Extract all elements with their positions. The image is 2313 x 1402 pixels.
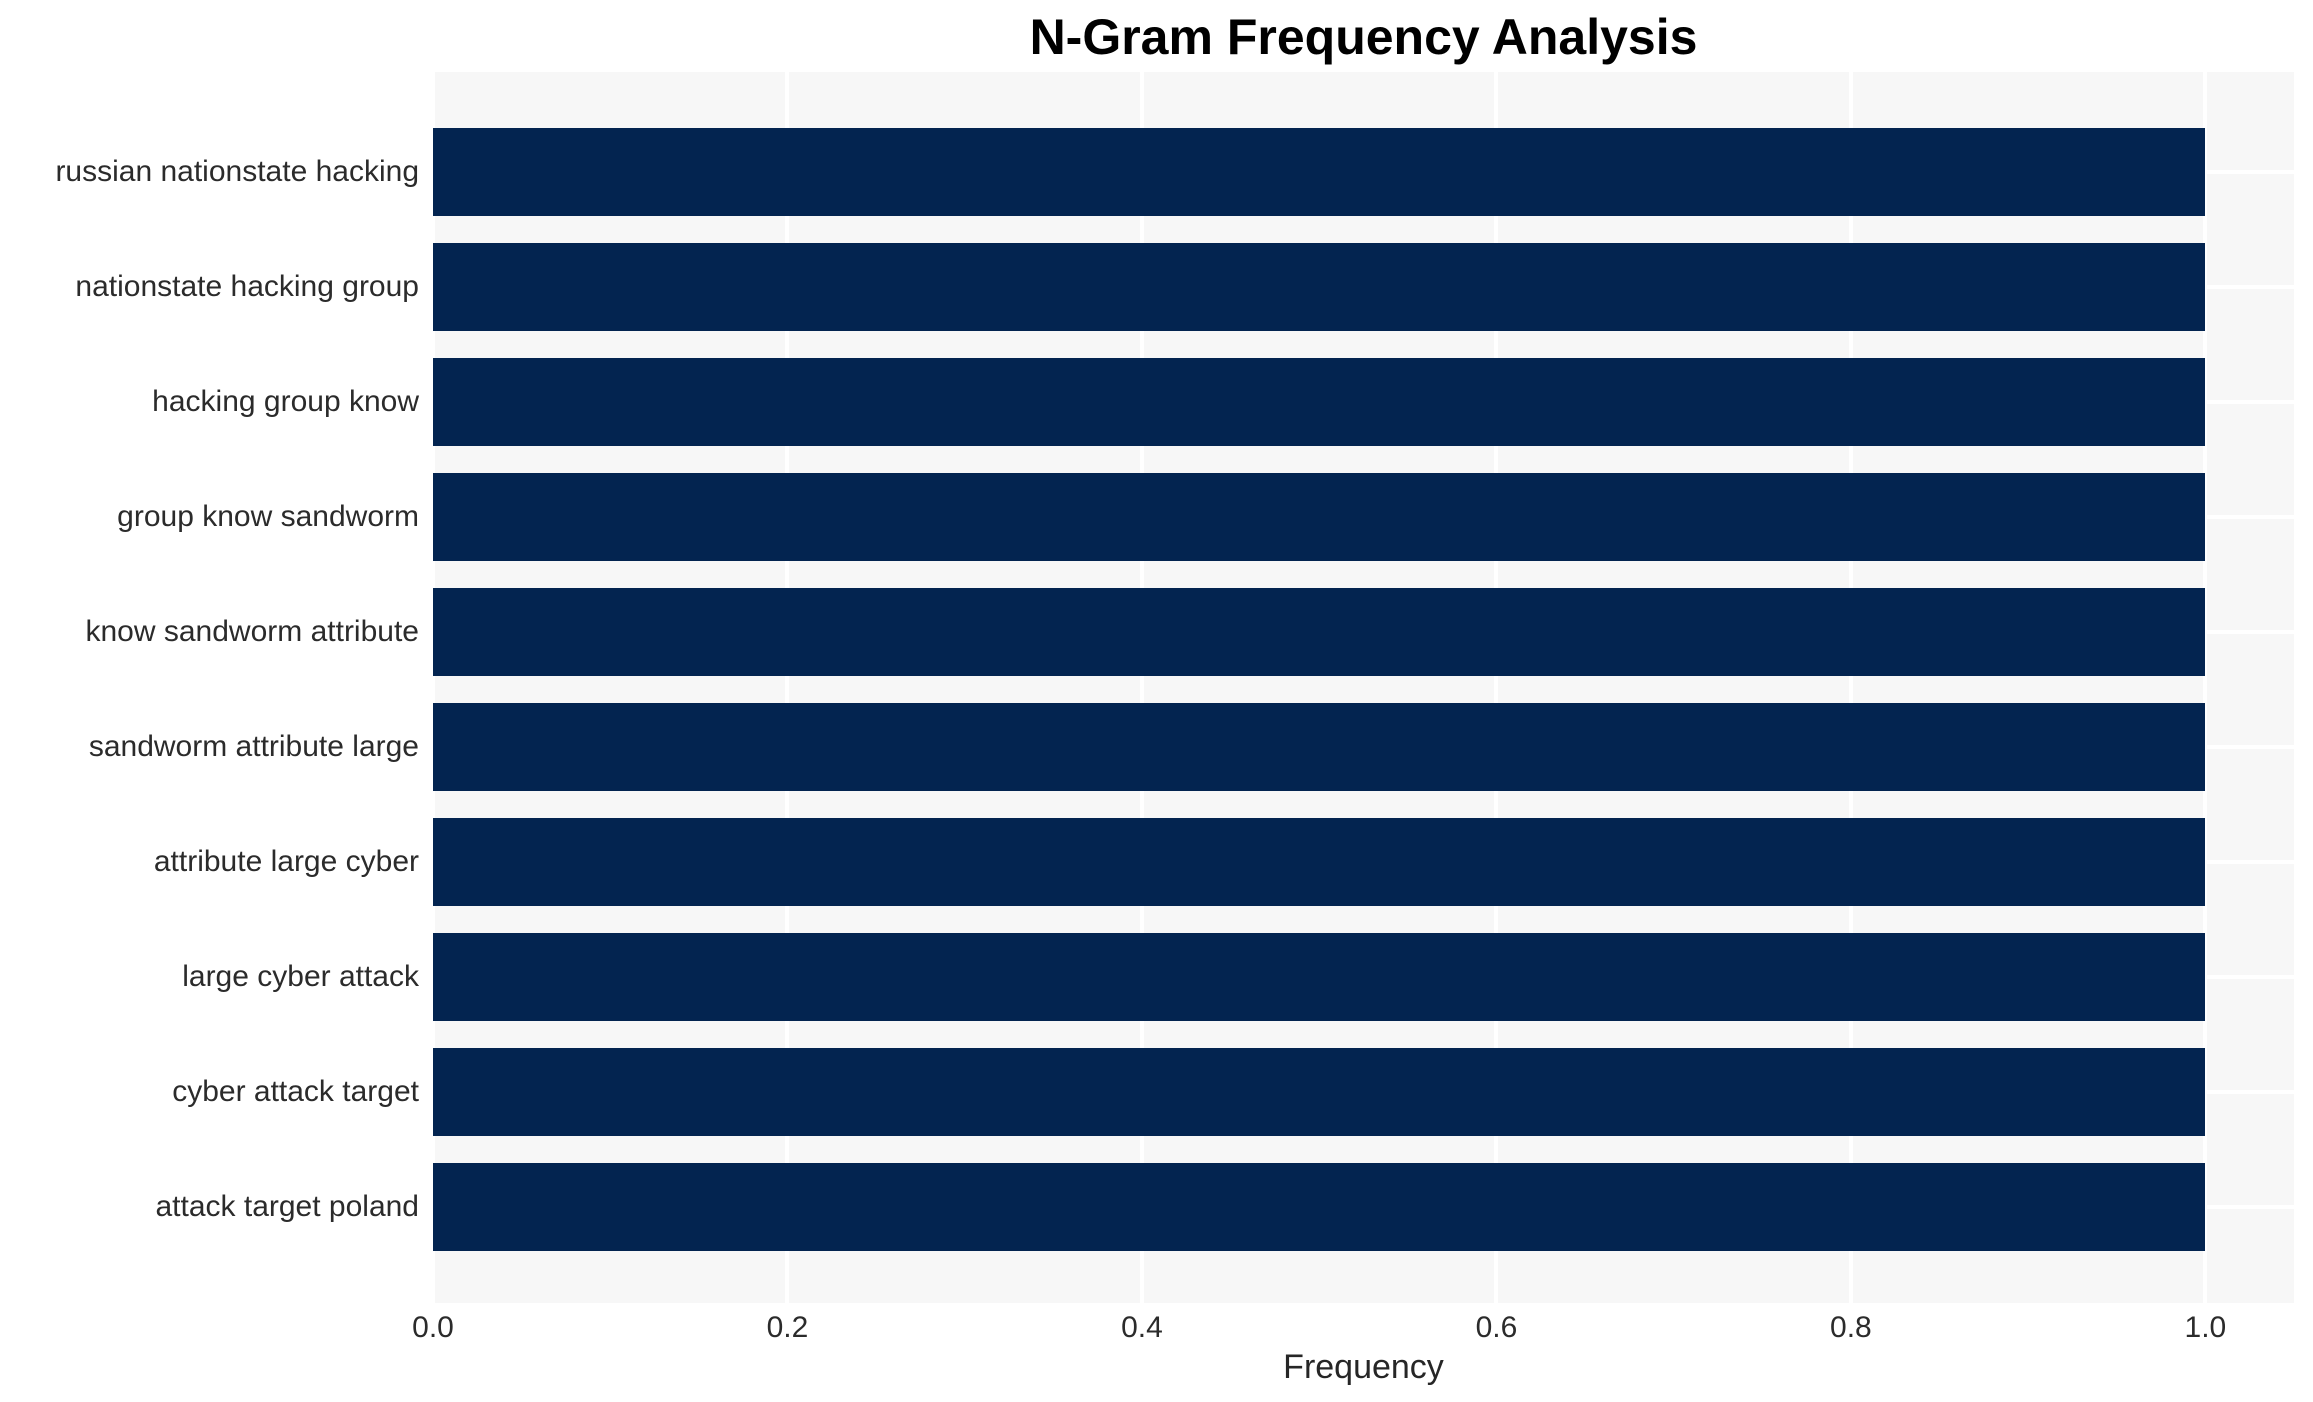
- v-gridline: [2203, 72, 2208, 1303]
- x-tick-label: 0.6: [1475, 1311, 1518, 1344]
- y-tick-label: russian nationstate hacking: [55, 155, 419, 188]
- plot-area: [433, 72, 2294, 1303]
- x-tick-label: 0.2: [766, 1311, 809, 1344]
- bar: [433, 703, 2206, 791]
- y-tick-label: group know sandworm: [117, 500, 419, 533]
- bar: [433, 128, 2206, 216]
- chart-title: N-Gram Frequency Analysis: [1029, 9, 1698, 65]
- x-tick-label: 1.0: [2184, 1311, 2227, 1344]
- v-gridline: [1848, 72, 1853, 1303]
- bar: [433, 588, 2206, 676]
- y-tick-label: sandworm attribute large: [88, 730, 419, 763]
- y-axis-labels: russian nationstate hacking nationstate h…: [0, 72, 419, 1303]
- y-tick-label: cyber attack target: [172, 1075, 419, 1108]
- v-gridline: [1139, 72, 1144, 1303]
- bar: [433, 473, 2206, 561]
- y-tick-label: hacking group know: [152, 385, 419, 418]
- bar: [433, 1163, 2206, 1251]
- x-tick-label: 0.0: [412, 1311, 454, 1344]
- bar: [433, 1048, 2206, 1136]
- y-tick-label: attack target poland: [155, 1190, 419, 1223]
- bar: [433, 358, 2206, 446]
- v-gridline: [785, 72, 790, 1303]
- bar: [433, 818, 2206, 906]
- x-tick-label: 0.4: [1121, 1311, 1163, 1344]
- x-axis-label: Frequency: [1283, 1348, 1444, 1386]
- x-axis-ticks: 0.0 0.2 0.4 0.6 0.8 1.0: [412, 1303, 2294, 1347]
- y-tick-label: know sandworm attribute: [85, 615, 420, 648]
- y-tick-label: large cyber attack: [182, 960, 419, 993]
- bar: [433, 933, 2206, 1021]
- y-tick-label: attribute large cyber: [153, 845, 419, 878]
- y-tick-label: nationstate hacking group: [75, 270, 419, 303]
- v-gridline: [433, 72, 435, 1303]
- bar: [433, 243, 2206, 331]
- x-tick-label: 0.8: [1830, 1311, 1872, 1344]
- v-gridline: [1494, 72, 1499, 1303]
